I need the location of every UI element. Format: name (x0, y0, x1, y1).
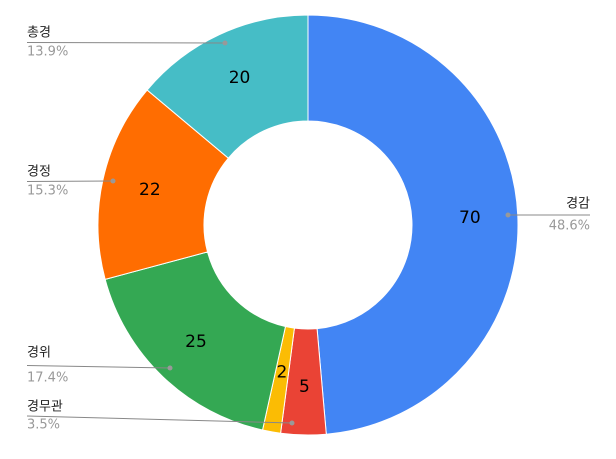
percent-label: 17.4% (27, 371, 68, 386)
leader-dot (110, 178, 116, 184)
leader-dot (289, 420, 295, 426)
slice (307, 14, 519, 435)
value-label: 25 (185, 332, 207, 352)
value-label: 20 (229, 68, 251, 88)
category-label: 경무관 (27, 400, 63, 415)
value-label: 2 (277, 363, 288, 383)
slice (146, 14, 309, 159)
leader-line (26, 365, 171, 369)
percent-label: 3.5% (27, 418, 60, 433)
slice (104, 251, 287, 431)
percent-label: 15.3% (27, 184, 68, 199)
leader-line (26, 180, 114, 182)
leader-dot (167, 365, 173, 371)
value-label: 70 (459, 208, 481, 228)
leader-dot (222, 40, 228, 46)
category-label: 총경 (27, 26, 51, 41)
value-label: 22 (139, 180, 161, 200)
category-label: 경위 (27, 346, 51, 361)
leader-line (26, 415, 293, 424)
value-label: 5 (299, 377, 310, 397)
leader-line (26, 42, 226, 44)
percent-label: 13.9% (27, 45, 68, 60)
slice (97, 89, 230, 280)
percent-label: 48.6% (549, 219, 590, 234)
category-label: 경정 (27, 165, 51, 180)
category-label: 경감 (566, 197, 590, 212)
leader-dot (505, 212, 511, 218)
